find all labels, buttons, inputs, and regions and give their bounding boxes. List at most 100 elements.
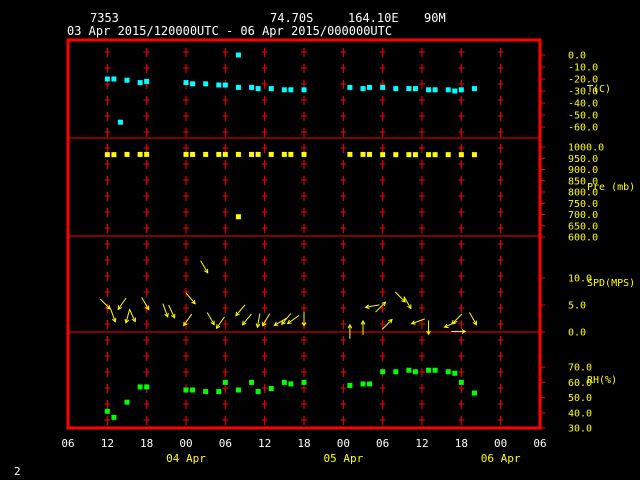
data-point: [301, 151, 307, 157]
wind-arrow-head: [281, 320, 286, 326]
wind-arrow: [274, 317, 287, 326]
wind-arrow: [185, 292, 196, 305]
x-tick-label: 00: [179, 437, 192, 450]
station-latitude: 74.70S: [270, 11, 314, 25]
y-tick-label: 750.0: [568, 199, 598, 210]
data-point: [412, 152, 418, 158]
wind-arrow-head: [347, 323, 353, 329]
wind-arrow-head: [191, 299, 196, 305]
data-point: [288, 381, 294, 387]
y-tick-label: 60.0: [568, 378, 592, 389]
data-point: [124, 399, 130, 405]
wind-arrow-head: [262, 321, 267, 327]
wind-arrow-head: [381, 301, 387, 307]
data-point: [249, 151, 255, 157]
data-point: [445, 152, 451, 158]
wind-arrow-head: [364, 304, 370, 310]
data-point: [452, 88, 458, 94]
data-point: [393, 152, 399, 158]
y-tick-label: 10.0: [568, 274, 592, 285]
data-point: [347, 151, 353, 157]
data-point: [124, 151, 130, 157]
wind-arrow: [99, 298, 111, 310]
data-point: [222, 82, 228, 88]
wind-arrow: [381, 319, 393, 330]
data-point: [301, 379, 307, 385]
data-point: [406, 86, 412, 92]
y-tick-label: -50.0: [568, 111, 598, 122]
time-range: 03 Apr 2015/120000UTC - 06 Apr 2015/0000…: [67, 24, 393, 38]
wind-arrow: [444, 320, 458, 328]
y-tick-label: 1000.0: [568, 143, 604, 154]
data-point: [190, 151, 196, 157]
data-point: [144, 151, 150, 157]
data-point: [412, 86, 418, 92]
data-point: [117, 119, 123, 125]
data-point: [281, 87, 287, 93]
wind-arrow: [117, 297, 127, 310]
wind-arrow: [451, 313, 463, 325]
x-tick-label: 12: [258, 437, 271, 450]
y-tick-label: 850.0: [568, 176, 598, 187]
wind-arrow: [235, 304, 246, 316]
station-id: 7353: [90, 11, 119, 25]
wind-arrow: [162, 303, 169, 318]
wind-arrow-head: [426, 330, 431, 336]
y-tick-label: -20.0: [568, 75, 598, 86]
y-tick-label: 5.0: [568, 301, 586, 312]
data-point: [281, 151, 287, 157]
data-point: [406, 152, 412, 158]
data-point: [268, 385, 274, 391]
data-point: [137, 384, 143, 390]
data-point: [432, 87, 438, 93]
wind-arrow-head: [407, 304, 412, 310]
data-point: [412, 369, 418, 375]
wind-arrow-head: [171, 313, 176, 319]
panel-label: Pre (mb): [587, 182, 635, 193]
data-point: [471, 86, 477, 92]
data-point: [426, 152, 432, 158]
data-point: [426, 367, 432, 373]
y-tick-label: -60.0: [568, 123, 598, 134]
x-tick-label: 06: [61, 437, 74, 450]
data-point: [452, 370, 458, 376]
data-point: [216, 389, 222, 395]
wind-arrow-head: [255, 323, 261, 329]
data-point: [203, 151, 209, 157]
wind-arrow-head: [301, 321, 307, 327]
data-point: [111, 76, 117, 82]
y-tick-label: 40.0: [568, 408, 592, 419]
y-tick-label: -30.0: [568, 87, 598, 98]
wind-arrow: [141, 297, 150, 310]
y-tick-label: 700.0: [568, 210, 598, 221]
data-point: [144, 384, 150, 390]
x-tick-label: 18: [140, 437, 153, 450]
wind-arrow-head: [401, 297, 406, 303]
data-point: [104, 408, 110, 414]
wind-arrow-head: [388, 318, 393, 324]
y-tick-label: -40.0: [568, 99, 598, 110]
data-point: [406, 367, 412, 373]
wind-arrow: [216, 316, 225, 329]
data-point: [235, 151, 241, 157]
data-point: [347, 382, 353, 388]
data-point: [301, 87, 307, 93]
wind-arrow-head: [461, 329, 467, 334]
data-point: [235, 214, 241, 220]
data-point: [288, 151, 294, 157]
data-point: [203, 81, 209, 87]
data-point: [380, 84, 386, 90]
wind-arrow-head: [117, 305, 122, 311]
wind-arrow: [287, 315, 300, 324]
data-point: [235, 387, 241, 393]
data-point: [203, 389, 209, 395]
data-point: [111, 152, 117, 158]
data-point: [216, 82, 222, 88]
y-tick-label: 950.0: [568, 154, 598, 165]
data-point: [432, 152, 438, 158]
wind-arrow-head: [451, 320, 456, 325]
data-point: [393, 86, 399, 92]
wind-arrow: [394, 291, 406, 303]
y-tick-label: -10.0: [568, 63, 598, 74]
